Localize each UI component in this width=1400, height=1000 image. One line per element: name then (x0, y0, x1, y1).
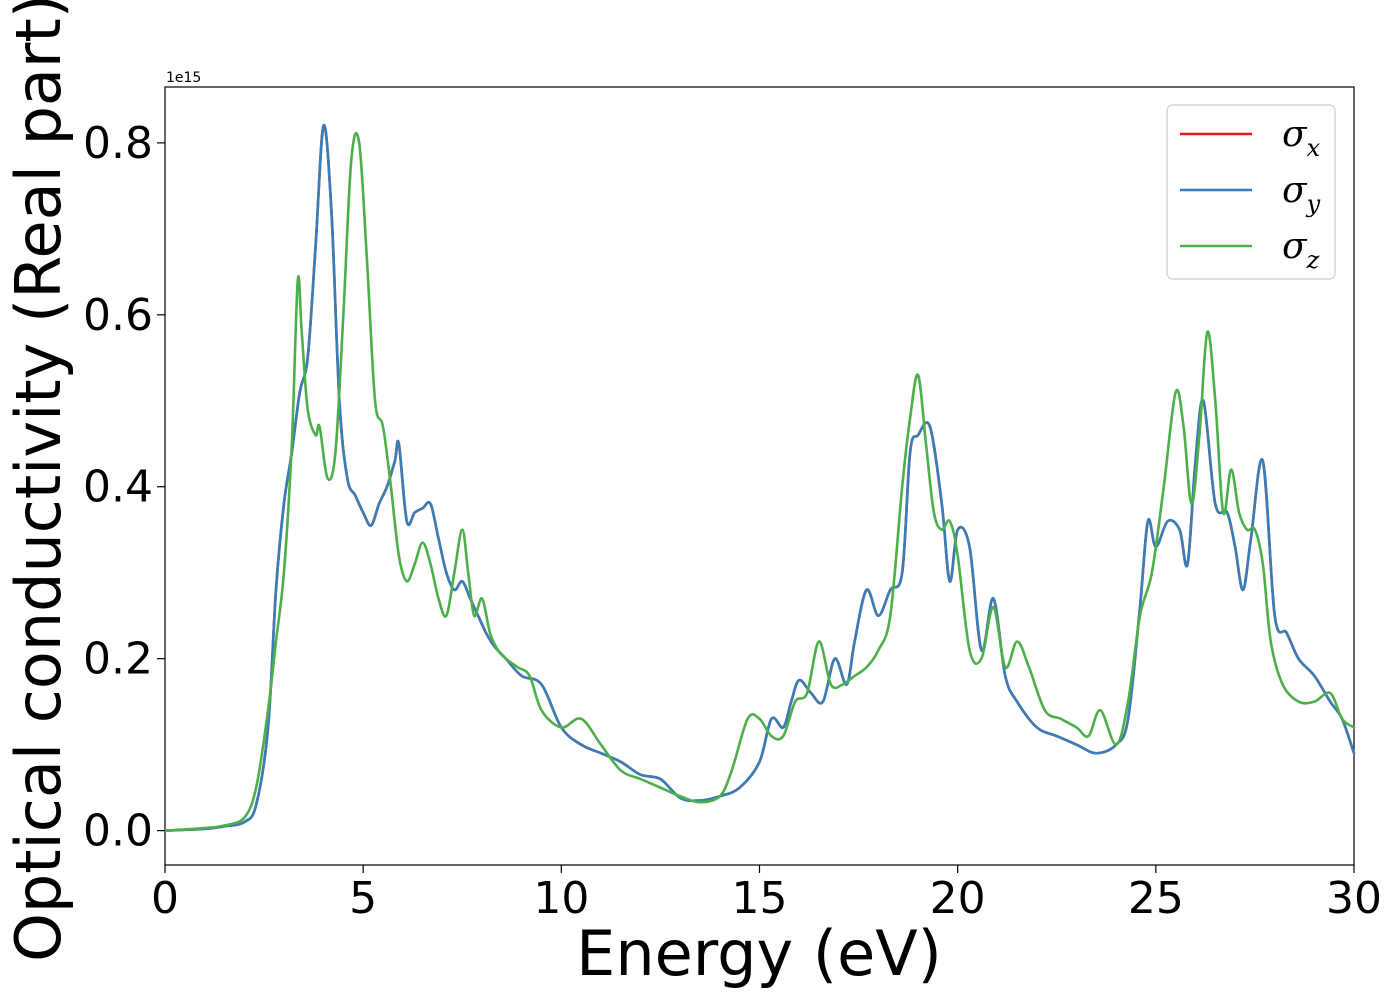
series-line-z (163, 131, 1356, 832)
legend-frame (1166, 104, 1336, 280)
x-tick-label: 15 (732, 873, 788, 924)
x-tick-label: 5 (349, 873, 377, 924)
y-tick-label: 0.4 (83, 462, 153, 513)
y-axis: 0.0 0.2 0.4 0.6 0.8 (83, 118, 165, 857)
x-tick-label: 0 (151, 873, 179, 924)
y-tick-label: 0.2 (83, 634, 153, 685)
x-axis: 0 5 10 15 20 25 30 (151, 865, 1382, 924)
x-tick-label: 10 (533, 873, 589, 924)
x-tick-label: 30 (1326, 873, 1382, 924)
y-tick-label: 0.6 (83, 290, 153, 341)
x-tick-label: 25 (1128, 873, 1184, 924)
y-tick-label: 0.8 (83, 118, 153, 169)
x-tick-label: 20 (930, 873, 986, 924)
series-line-y (163, 124, 1356, 832)
y-offset-label: 1e15 (166, 70, 201, 86)
x-axis-title: Energy (eV) (576, 917, 942, 990)
plot-frame (164, 86, 1355, 866)
y-tick-label: 0.0 (83, 806, 153, 857)
plot-area (163, 86, 1356, 866)
y-axis-title: Optical conductivity (Real part) (2, 0, 75, 962)
series-layer (163, 124, 1356, 832)
